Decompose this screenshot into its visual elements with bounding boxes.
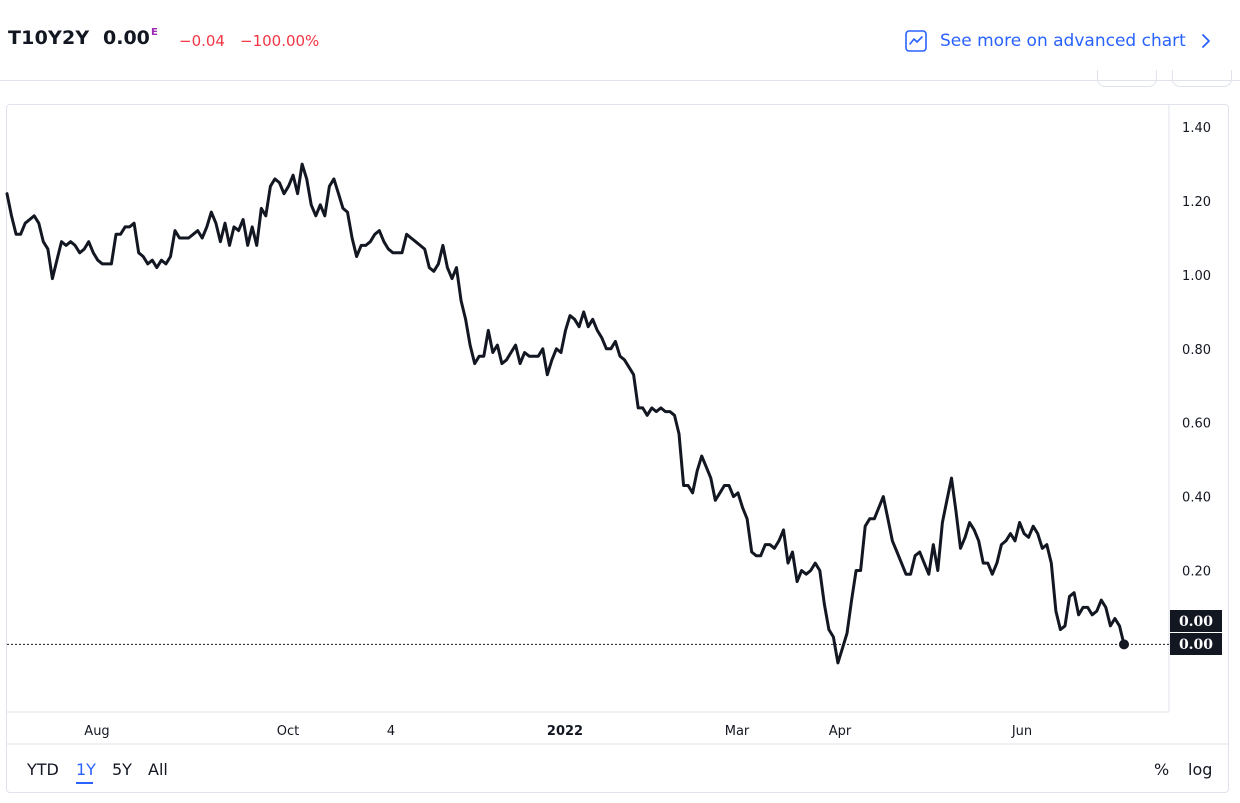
- x-tick-label: Apr: [829, 724, 852, 739]
- toolbar-pill: [1172, 70, 1232, 87]
- x-tick-label: Aug: [84, 724, 109, 739]
- chart-line-icon: [905, 30, 927, 52]
- series-line: [5, 162, 1126, 665]
- last-value-label-text: 0.00: [1179, 637, 1213, 653]
- chevron-right-icon: [1201, 34, 1210, 48]
- toolbar-pill: [1097, 70, 1157, 87]
- y-tick-label: 0.80: [1182, 343, 1211, 358]
- y-tick-label: 0.60: [1182, 417, 1211, 432]
- x-tick-label: 2022: [547, 724, 583, 739]
- price-change: −0.04: [179, 32, 225, 50]
- y-tick-label: 1.00: [1182, 269, 1211, 284]
- chart-header: T10Y2Y 0.00 E −0.04 −100.00% See more on…: [0, 0, 1240, 81]
- x-axis: Aug Oct 4 2022 Mar Apr Jun: [84, 724, 1032, 739]
- chart-frame: [6, 104, 1229, 793]
- log-scale-toggle[interactable]: log: [1188, 760, 1213, 779]
- price-change-percent: −100.00%: [240, 32, 320, 50]
- y-tick-label: 0.20: [1182, 565, 1211, 580]
- y-tick-label: 0.40: [1182, 491, 1211, 506]
- percent-scale-toggle[interactable]: %: [1154, 760, 1170, 779]
- x-tick-label: 4: [387, 724, 395, 739]
- price-flag: E: [151, 27, 158, 38]
- x-tick-label: Mar: [725, 724, 750, 739]
- last-point-marker: [1119, 639, 1129, 650]
- range-ytd-button[interactable]: YTD: [27, 760, 59, 779]
- last-value-label-2: 0.00: [1170, 633, 1222, 655]
- y-tick-label: 1.40: [1182, 121, 1211, 136]
- range-all-button[interactable]: All: [148, 760, 168, 779]
- y-tick-label: 1.20: [1182, 195, 1211, 210]
- y-axis: 0.20 0.40 0.60 0.80 1.00 1.20 1.40: [1182, 121, 1211, 579]
- advanced-chart-link[interactable]: See more on advanced chart: [905, 27, 1211, 55]
- range-1y-button[interactable]: 1Y: [76, 760, 96, 779]
- active-range-indicator: [76, 782, 93, 784]
- x-tick-label: Oct: [277, 724, 299, 739]
- last-value-label-1: 0.00: [1170, 610, 1222, 632]
- last-value-label-text: 0.00: [1179, 614, 1213, 630]
- range-5y-button[interactable]: 5Y: [112, 760, 132, 779]
- x-tick-label: Jun: [1011, 724, 1032, 739]
- symbol-name: T10Y2Y: [8, 27, 90, 49]
- advanced-chart-label: See more on advanced chart: [940, 31, 1186, 51]
- last-price: 0.00: [103, 27, 150, 49]
